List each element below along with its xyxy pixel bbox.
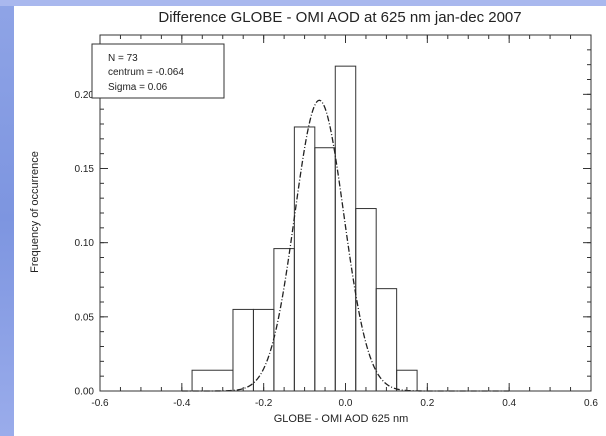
x-tick-label: 0.4 xyxy=(502,398,516,409)
y-tick-label: 0.10 xyxy=(75,238,95,249)
histogram-bar-7 xyxy=(355,208,377,392)
histogram-bar-4 xyxy=(293,126,316,392)
stats-n-label: N = 73 xyxy=(108,53,138,64)
y-tick-label: 0.15 xyxy=(75,164,95,175)
y-tick-label: 0.00 xyxy=(75,387,95,398)
histogram-bar-3 xyxy=(273,248,295,392)
gaussian-fit-curve xyxy=(181,99,510,392)
y-axis-label: Frequency of occurrence xyxy=(29,151,41,273)
histogram-bar-5 xyxy=(314,147,336,392)
x-tick-label: 0.2 xyxy=(420,398,434,409)
x-tick-label: 0.0 xyxy=(339,398,353,409)
chart-title: Difference GLOBE - OMI AOD at 625 nm jan… xyxy=(158,9,521,26)
stats-box-border xyxy=(91,43,225,99)
x-tick-label: -0.6 xyxy=(91,398,109,409)
left-background-strip xyxy=(0,0,14,436)
x-axis-label: GLOBE - OMI AOD 625 nm xyxy=(274,413,409,425)
x-tick-label: -0.4 xyxy=(173,398,191,409)
x-tick-label: -0.2 xyxy=(255,398,273,409)
y-tick-label: 0.20 xyxy=(75,90,95,101)
stats-sigma-label: Sigma = 0.06 xyxy=(108,82,168,93)
histogram-bar-1 xyxy=(232,308,254,392)
stats-centrum-label: centrum = -0.064 xyxy=(108,67,184,78)
stats-box: N = 73 centrum = -0.064 Sigma = 0.06 xyxy=(91,43,225,99)
y-tick-label: 0.05 xyxy=(75,312,95,323)
histogram-bar-0 xyxy=(191,369,234,392)
x-tick-label: 0.6 xyxy=(584,398,598,409)
top-background-strip xyxy=(0,0,606,6)
